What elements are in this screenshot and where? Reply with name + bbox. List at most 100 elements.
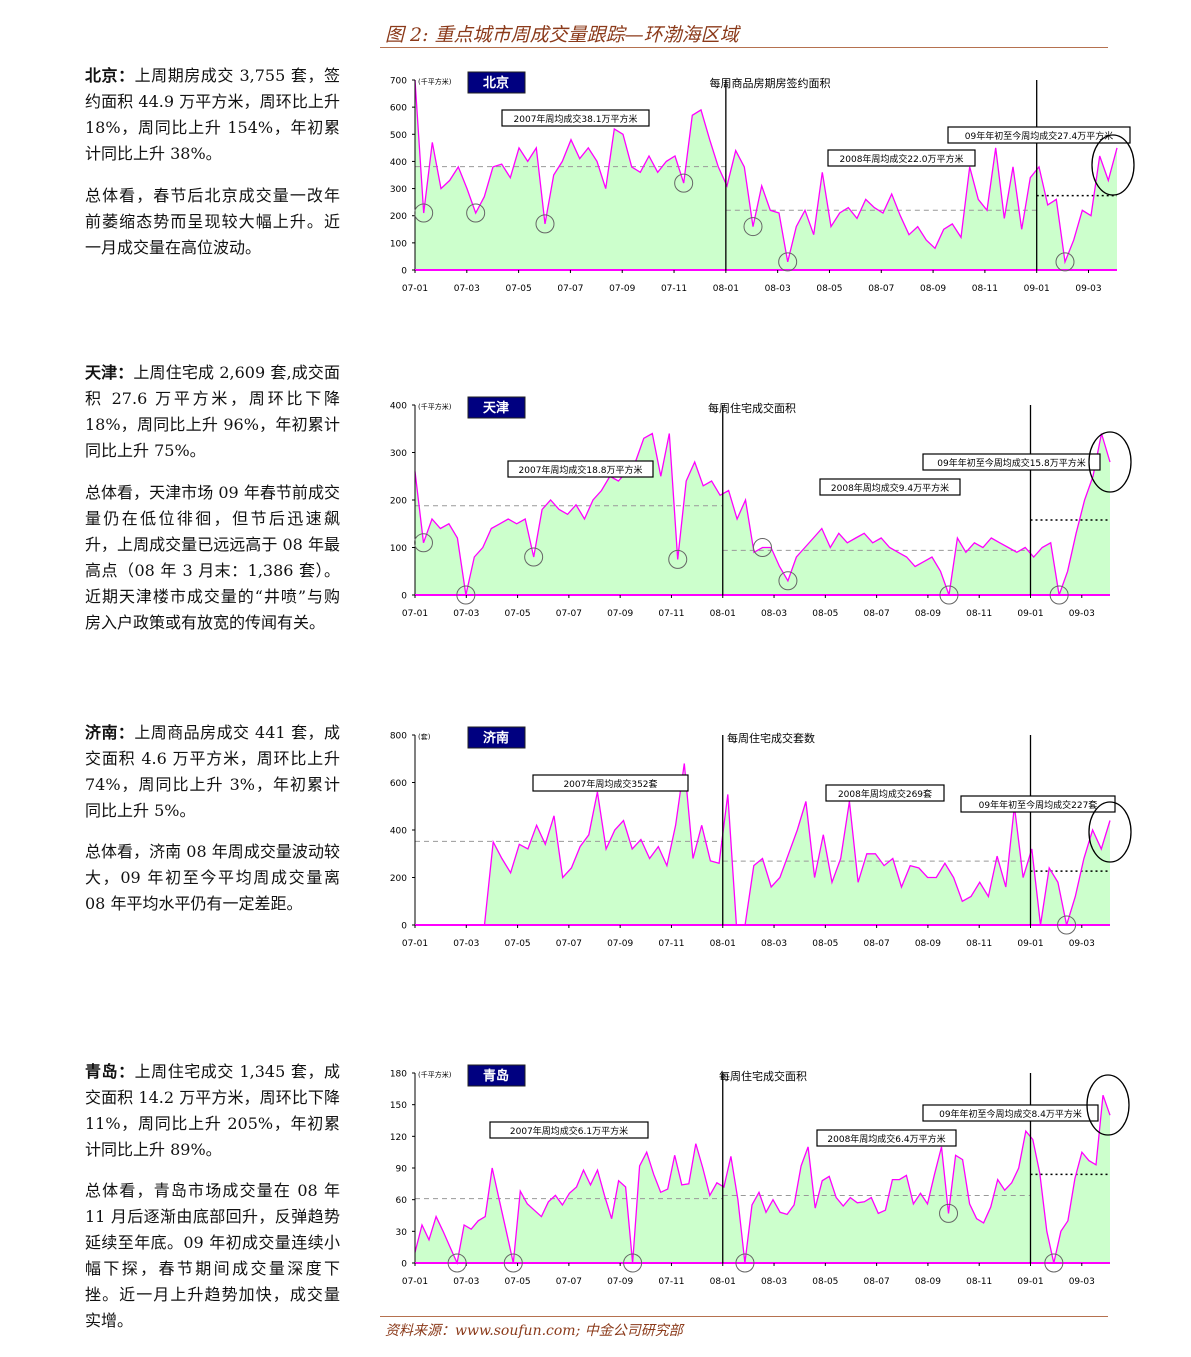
area-fill — [415, 80, 1117, 270]
x-tick-label: 07-03 — [453, 609, 479, 619]
average-label-box — [922, 1104, 1099, 1122]
summary-text: 上周住宅成 2,609 套,成交面积 27.6 万平方米，周环比下降 18%，周… — [85, 363, 340, 460]
x-tick-label: 07-07 — [556, 609, 582, 619]
x-tick-label: 07-11 — [658, 609, 684, 619]
highlight-circle — [1057, 915, 1077, 935]
x-tick-label: 08-07 — [864, 1277, 890, 1287]
city-badge-label: 北京 — [483, 75, 509, 91]
x-tick-label: 07-07 — [556, 939, 582, 949]
highlight-circle — [623, 1253, 643, 1273]
source-rule — [380, 1316, 1108, 1317]
y-tick-label: 800 — [390, 732, 407, 742]
qingdao-chart: 0 30 60 90 120 150 180 07-01 07-03 07-05 07-07 07-0… — [390, 1064, 1130, 1287]
series-line — [414, 79, 1118, 265]
area-fill — [415, 433, 1110, 595]
qingdao-comment: 总体看，青岛市场成交量在 08 年 11 月后逐渐由底部回升，反弹趋势延续至年底… — [85, 1181, 340, 1330]
x-tick-label: 07-05 — [505, 609, 531, 619]
y-tick-label: 400 — [390, 402, 407, 412]
x-tick-label: 07-09 — [607, 1277, 633, 1287]
area-fill — [415, 1095, 1110, 1263]
x-tick-label: 09-03 — [1075, 284, 1101, 294]
x-tick-label: 08-01 — [713, 284, 739, 294]
average-label-box — [819, 478, 961, 496]
average-label-box — [825, 784, 945, 802]
x-tick-label: 08-03 — [761, 1277, 787, 1287]
tianjin-chart: 0 100 200 300 400 07-01 07-03 07-05 07-07 07-09 07… — [390, 396, 1132, 619]
summary-text: 上周期房成交 3,755 套，签约面积 44.9 万平方米，周环比上升 18%，… — [85, 66, 340, 163]
x-tick-label: 08-07 — [864, 609, 890, 619]
y-tick-label: 120 — [390, 1133, 407, 1143]
x-tick-label: 07-11 — [661, 284, 687, 294]
average-label: 2007年周均成交352套 — [563, 778, 657, 790]
y-tick-label: 90 — [396, 1165, 408, 1175]
x-tick-label: 08-01 — [710, 609, 736, 619]
tianjin-comment: 总体看，天津市场 09 年春节前成交量仍在低位徘徊，但节后迅速飙升，上周成交量已… — [85, 483, 340, 632]
city-badge — [467, 1064, 526, 1087]
highlight-circle — [414, 203, 434, 223]
x-tick-label: 08-05 — [812, 939, 838, 949]
y-tick-label: 100 — [390, 239, 407, 249]
city-name: 青岛： — [85, 1062, 135, 1081]
x-tick-label: 07-11 — [658, 1277, 684, 1287]
x-tick-label: 08-05 — [812, 1277, 838, 1287]
y-tick-label: 500 — [390, 131, 407, 141]
x-tick-label: 09-03 — [1069, 609, 1095, 619]
x-tick-label: 07-09 — [607, 609, 633, 619]
x-tick-label: 08-01 — [710, 939, 736, 949]
y-tick-label: 30 — [396, 1228, 408, 1238]
x-tick-label: 07-01 — [402, 1277, 428, 1287]
average-label: 2007年周均成交38.1万平方米 — [514, 113, 638, 125]
chart-title: 每周住宅成交面积 — [719, 1069, 807, 1083]
x-tick-label: 08-03 — [761, 609, 787, 619]
x-tick-label: 07-07 — [557, 284, 583, 294]
highlight-circle — [535, 214, 555, 234]
x-tick-label: 08-09 — [915, 609, 941, 619]
y-tick-label: 0 — [401, 922, 407, 932]
highlight-circle — [753, 538, 772, 557]
x-tick-label: 08-09 — [915, 939, 941, 949]
highlight-circle — [466, 203, 486, 223]
x-tick-label: 08-03 — [765, 284, 791, 294]
highlight-circle — [456, 585, 476, 605]
unit-label: (千平方米) — [418, 402, 452, 411]
summary-text: 上周商品房成交 441 套，成交面积 4.6 万平方米，周环比上升 74%，周同… — [85, 723, 340, 820]
city-name: 天津： — [85, 363, 134, 382]
x-tick-label: 08-05 — [812, 609, 838, 619]
x-tick-label: 08-01 — [710, 1277, 736, 1287]
jinan-comment: 总体看，济南 08 年周成交量波动较大，09 年初至今平均周成交量离 08 年平… — [85, 842, 340, 913]
city-badge-label: 济南 — [483, 730, 509, 746]
average-label-box — [960, 795, 1116, 813]
highlight-circle — [735, 1253, 755, 1273]
x-tick-label: 09-01 — [1024, 284, 1050, 294]
x-tick-label: 07-07 — [556, 1277, 582, 1287]
highlight-circle — [503, 1253, 523, 1273]
average-label: 2008年周均成交9.4万平方米 — [831, 482, 949, 494]
y-tick-label: 400 — [390, 158, 407, 168]
x-tick-label: 08-07 — [864, 939, 890, 949]
x-tick-label: 09-01 — [1017, 609, 1043, 619]
x-tick-label: 07-01 — [402, 939, 428, 949]
highlight-circle — [939, 1203, 959, 1223]
source-note: 资料来源：www.soufun.com; 中金公司研究部 — [385, 1323, 683, 1339]
chart-title: 每周住宅成交面积 — [708, 401, 796, 415]
x-tick-label: 08-07 — [868, 284, 894, 294]
area-fill — [415, 763, 1110, 925]
unit-label: (套) — [418, 732, 431, 741]
x-tick-label: 09-03 — [1069, 939, 1095, 949]
city-name: 北京： — [85, 66, 135, 85]
x-tick-label: 08-03 — [761, 939, 787, 949]
x-tick-label: 09-01 — [1017, 939, 1043, 949]
x-tick-label: 08-05 — [816, 284, 842, 294]
chart-title: 每周住宅成交套数 — [727, 731, 815, 745]
beijing-chart: 0 100 200 300 400 500 600 700 07-01 07-03 07-05 07-… — [390, 71, 1135, 294]
x-tick-label: 07-01 — [402, 609, 428, 619]
x-tick-label: 07-03 — [453, 939, 479, 949]
beijing-summary: 北京：上周期房成交 3,755 套，签约面积 44.9 万平方米，周环比上升 1… — [85, 63, 340, 167]
x-tick-label: 07-05 — [505, 1277, 531, 1287]
y-tick-label: 600 — [390, 104, 407, 114]
average-label-box — [532, 774, 689, 792]
unit-label: (千平方米) — [418, 1070, 452, 1079]
y-tick-label: 180 — [390, 1070, 407, 1080]
y-tick-label: 200 — [390, 212, 407, 222]
